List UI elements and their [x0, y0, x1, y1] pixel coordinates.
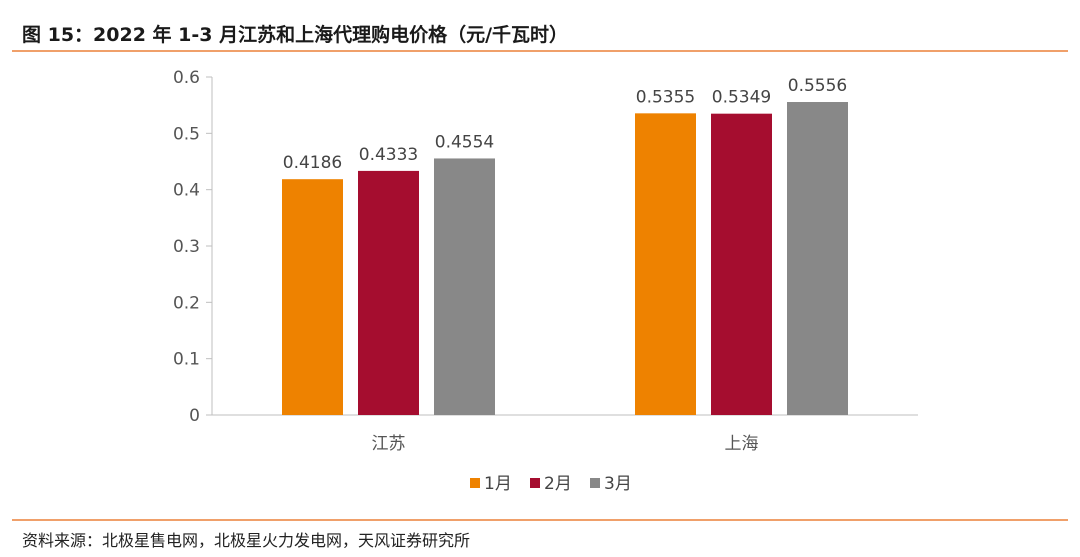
- data-label: 0.5355: [636, 87, 695, 107]
- y-tick-label: 0.4: [173, 181, 200, 201]
- y-tick-label: 0: [189, 406, 200, 426]
- data-label: 0.4186: [283, 153, 342, 173]
- data-label: 0.5349: [712, 88, 771, 108]
- y-tick-label: 0.1: [173, 350, 200, 370]
- bar: [358, 170, 419, 415]
- y-tick-label: 0.5: [173, 124, 200, 144]
- x-category-label: 上海: [725, 434, 759, 454]
- data-label: 0.5556: [788, 76, 847, 96]
- y-tick-label: 0.6: [173, 68, 200, 88]
- bar: [635, 113, 696, 416]
- legend-swatch: [530, 478, 540, 488]
- bar: [434, 158, 495, 415]
- data-label: 0.4554: [435, 132, 494, 152]
- figure-title: 图 15：2022 年 1-3 月江苏和上海代理购电价格（元/千瓦时）: [22, 24, 569, 46]
- legend-label: 1月: [484, 474, 512, 494]
- bar-chart: 0 0.1 0.2 0.3 0.4 0.5 0.6 0.4186 0.4333 0.4554 江苏 0…: [173, 68, 918, 494]
- y-tick-label: 0.2: [173, 293, 200, 313]
- legend-label: 3月: [604, 474, 632, 494]
- y-tick-label: 0.3: [173, 237, 200, 257]
- legend-swatch: [590, 478, 600, 488]
- x-category-label: 江苏: [372, 434, 406, 454]
- bar: [282, 179, 343, 415]
- bar: [711, 113, 772, 415]
- data-label: 0.4333: [359, 145, 418, 165]
- source-note: 资料来源：北极星售电网，北极星火力发电网，天风证券研究所: [22, 531, 471, 550]
- top-divider: [12, 50, 1068, 52]
- bottom-divider: [12, 519, 1068, 521]
- legend-swatch: [470, 478, 480, 488]
- legend-label: 2月: [544, 474, 572, 494]
- bar: [787, 102, 848, 416]
